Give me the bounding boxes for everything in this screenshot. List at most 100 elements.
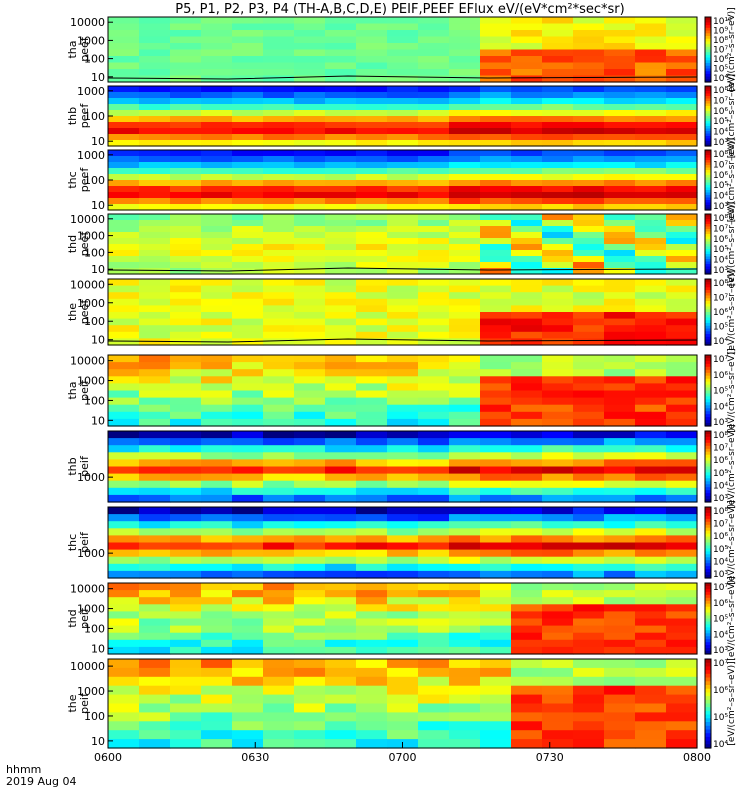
spectrogram-cell: [542, 556, 574, 565]
spectrogram-cell: [635, 168, 667, 175]
colorbar-segment: [705, 420, 711, 424]
spectrogram-cell: [604, 703, 636, 713]
spectrogram-cell: [635, 563, 667, 572]
colorbar-segment: [705, 533, 711, 538]
spectrogram-cell: [542, 355, 574, 363]
spectrogram-cell: [356, 618, 388, 627]
spectrogram-cell: [356, 667, 388, 678]
spectrogram-cell: [604, 140, 636, 147]
spectrogram-cell: [573, 355, 605, 363]
spectrogram-cell: [449, 597, 481, 605]
spectrogram-cell: [294, 318, 326, 326]
spectrogram-cell: [511, 535, 543, 544]
spectrogram-cell: [170, 192, 202, 199]
spectrogram-cell: [170, 140, 202, 147]
spectrogram-cell: [294, 667, 326, 678]
spectrogram-cell: [604, 43, 636, 51]
spectrogram-cell: [201, 590, 233, 598]
spectrogram-cell: [542, 292, 574, 300]
spectrogram-cell: [418, 632, 450, 641]
spectrogram-cell: [666, 355, 698, 363]
spectrogram-cell: [635, 473, 667, 482]
colorbar-segment: [705, 229, 711, 233]
colorbar-segment: [705, 185, 711, 189]
spectrogram-cell: [387, 98, 419, 105]
spectrogram-cell: [294, 198, 326, 205]
spectrogram-cell: [666, 86, 698, 93]
spectrogram-cell: [356, 549, 388, 558]
spectrogram-cell: [387, 646, 419, 655]
spectrogram-cell: [139, 256, 171, 263]
colorbar-segment: [705, 205, 711, 209]
spectrogram-cell: [294, 262, 326, 269]
spectrogram-cell: [356, 362, 388, 370]
spectrogram-cell: [511, 128, 543, 135]
colorbar-segment: [705, 387, 711, 392]
spectrogram-cell: [294, 292, 326, 300]
spectrogram-cell: [449, 404, 481, 413]
spectrogram-cell: [418, 285, 450, 293]
spectrogram-cell: [666, 122, 698, 129]
figure-title: P5, P1, P2, P3, P4 (TH-A,B,C,D,E) PEIF,P…: [175, 2, 624, 17]
colorbar-segment: [705, 116, 711, 120]
spectrogram-cell: [418, 256, 450, 263]
spectrogram-cell: [573, 473, 605, 482]
spectrogram-cell: [387, 198, 419, 205]
spectrogram-cell: [573, 23, 605, 31]
spectrogram-cell: [387, 134, 419, 141]
colorbar-segment: [705, 103, 711, 107]
colorbar-segment: [705, 563, 711, 567]
spectrogram-cell: [232, 514, 264, 522]
colorbar-segment: [705, 271, 711, 275]
spectrogram-cell: [418, 452, 450, 460]
spectrogram-cell: [263, 376, 295, 384]
spectrogram-cell: [201, 285, 233, 293]
colorbar-segment: [705, 670, 711, 675]
spectrogram-cell: [263, 590, 295, 598]
spectrogram-cell: [480, 285, 512, 293]
spectrogram-cell: [263, 156, 295, 163]
spectrogram-cell: [108, 30, 140, 38]
spectrogram-cell: [170, 521, 202, 529]
spectrogram-cell: [387, 459, 419, 468]
spectrogram-cell: [170, 98, 202, 105]
spectrogram-cell: [418, 262, 450, 269]
spectrogram-cell: [356, 404, 388, 413]
spectrogram-cell: [232, 487, 264, 496]
spectrogram-cell: [232, 49, 264, 57]
spectrogram-cell: [387, 75, 419, 83]
spectrogram-cell: [449, 480, 481, 489]
colorbar-segment: [705, 33, 711, 37]
spectrogram-cell: [139, 232, 171, 239]
spectrogram-cell: [511, 204, 543, 211]
spectrogram-cell: [573, 174, 605, 181]
spectrogram-cell: [511, 556, 543, 565]
spectrogram-cell: [449, 604, 481, 612]
spectrogram-cell: [232, 521, 264, 529]
spectrogram-cell: [666, 238, 698, 245]
colorbar-segment: [705, 566, 711, 570]
spectrogram-cell: [325, 162, 357, 169]
colorbar-segment: [705, 396, 711, 400]
spectrogram-cell: [449, 376, 481, 384]
spectrogram-cell: [449, 238, 481, 245]
colorbar-segment: [705, 445, 711, 450]
spectrogram-cell: [232, 507, 264, 515]
spectrogram-cell: [325, 487, 357, 496]
spectrogram-cell: [635, 404, 667, 413]
spectrogram-cell: [573, 438, 605, 446]
spectrogram-cell: [108, 721, 140, 731]
spectrogram-cell: [511, 69, 543, 77]
spectrogram-cell: [387, 312, 419, 320]
spectrogram-cell: [418, 418, 450, 427]
spectrogram-cell: [387, 556, 419, 565]
spectrogram-cell: [356, 256, 388, 263]
spectrogram-cell: [108, 226, 140, 233]
spectrogram-cell: [604, 694, 636, 705]
spectrogram-cell: [325, 156, 357, 163]
spectrogram-cell: [666, 369, 698, 377]
spectrogram-cell: [666, 23, 698, 31]
spectrogram-cell: [201, 583, 233, 591]
spectrogram-cell: [356, 162, 388, 169]
spectrogram-cell: [356, 480, 388, 489]
